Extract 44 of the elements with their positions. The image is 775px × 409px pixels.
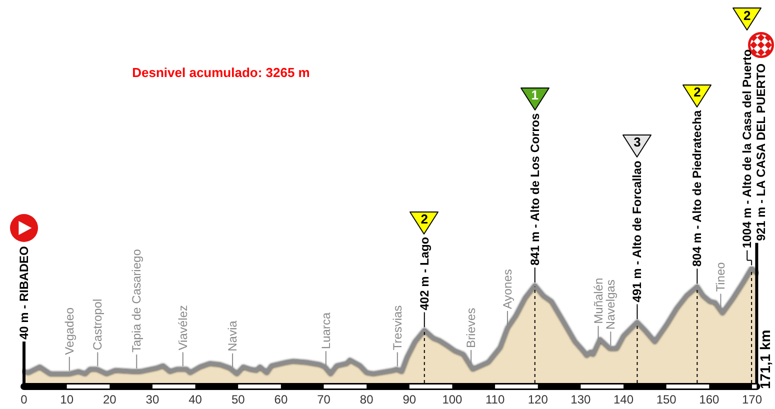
- ref-line-label: 491 m - Alto de Forcallao: [630, 160, 644, 302]
- x-tick-label: 170: [742, 392, 762, 406]
- x-tick-label: 100: [442, 392, 463, 406]
- ref-line-label: 40 m - RIBADEO: [17, 246, 31, 340]
- annotation: Castropol: [90, 298, 105, 350]
- x-tick-label: 70: [317, 392, 331, 406]
- ref-line-label: 402 m - Lago: [417, 236, 432, 310]
- x-tick-label: 10: [60, 392, 74, 406]
- text: 2: [420, 211, 428, 226]
- x-tick-label: 130: [570, 392, 592, 406]
- x-tick-label: 90: [402, 392, 416, 406]
- x-tick-label: 20: [102, 392, 117, 406]
- ref-line-label: 1004 m - Alto de la Casa del Puerto: [740, 49, 754, 248]
- text: 171,1 km: [757, 330, 773, 389]
- annotation: Vegadeo: [62, 307, 76, 355]
- chart-title: Desnivel acumulado: 3265 m: [132, 65, 310, 80]
- annotation: Tresvias: [390, 305, 404, 350]
- annotation: Luarca: [318, 312, 333, 350]
- x-tick-label: 80: [360, 392, 374, 406]
- annotation: Navelgas: [604, 280, 618, 330]
- ref-line-label: 841 m - Alto de Los Corros: [528, 112, 542, 266]
- annotation: Ayones: [500, 269, 514, 309]
- x-tick-label: 110: [485, 392, 505, 406]
- annotation: Brieves: [464, 308, 478, 348]
- x-tick-label: 40: [188, 392, 202, 406]
- x-tick-label: 50: [231, 392, 246, 406]
- annotation: Navia: [226, 320, 240, 352]
- x-tick-label: 30: [146, 392, 160, 406]
- text: 2: [744, 8, 751, 23]
- text: 3: [634, 134, 641, 150]
- text: 2: [694, 84, 701, 100]
- x-tick-label: 140: [614, 392, 634, 406]
- x-tick-label: 60: [274, 392, 288, 406]
- x-tick-label: 160: [699, 392, 720, 406]
- annotation: Viavélez: [176, 305, 190, 350]
- x-tick-label: 120: [528, 392, 548, 406]
- ref-line-label: 804 m - Alto de Piedratecha: [690, 110, 704, 267]
- annotation: Tineo: [714, 262, 728, 292]
- ref-line-label: 921 m - LA CASA DEL PUERTO: [754, 64, 768, 241]
- x-tick-label: 0: [20, 392, 28, 406]
- text: 1: [531, 87, 538, 102]
- x-tick-label: 150: [656, 392, 677, 406]
- annotation: Muñalén: [591, 278, 606, 324]
- annotation: Tapia de Casariego: [130, 248, 144, 353]
